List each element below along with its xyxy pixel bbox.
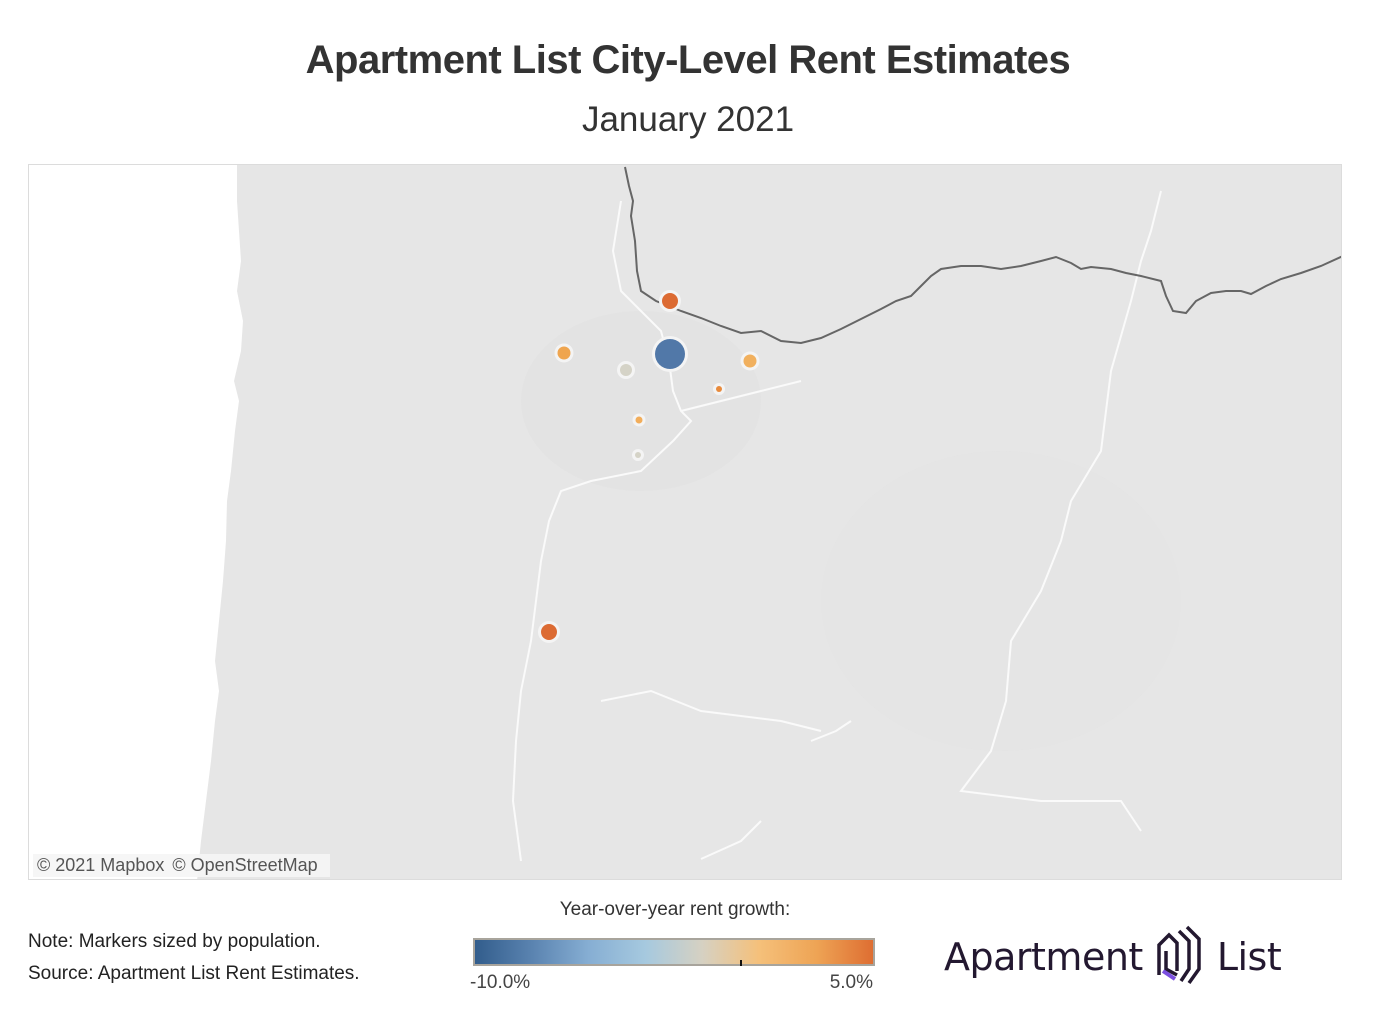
city-marker[interactable] bbox=[557, 346, 571, 360]
apartment-list-logo: Apartment List bbox=[944, 922, 1282, 992]
city-marker[interactable] bbox=[655, 339, 685, 369]
city-marker[interactable] bbox=[662, 293, 678, 309]
city-marker[interactable] bbox=[743, 354, 757, 368]
color-legend-bar bbox=[473, 938, 875, 966]
mapbox-attribution[interactable]: © 2021 Mapbox bbox=[37, 855, 165, 875]
map-attribution[interactable]: © 2021 Mapbox © OpenStreetMap bbox=[33, 854, 330, 877]
footer-notes: Note: Markers sized by population. Sourc… bbox=[28, 926, 360, 990]
city-marker[interactable] bbox=[635, 452, 641, 458]
state-border bbox=[624, 166, 1341, 345]
markers-layer bbox=[538, 290, 760, 643]
city-marker[interactable] bbox=[716, 386, 722, 392]
city-marker[interactable] bbox=[635, 416, 643, 424]
rivers bbox=[511, 190, 1162, 862]
osm-attribution[interactable]: © OpenStreetMap bbox=[172, 855, 318, 875]
page-title: Apartment List City-Level Rent Estimates bbox=[305, 38, 1071, 82]
note-text: Note: Markers sized by population. bbox=[28, 931, 321, 952]
city-marker[interactable] bbox=[541, 624, 557, 640]
page-subtitle: January 2021 bbox=[581, 100, 795, 139]
legend-max-label: 5.0% bbox=[829, 972, 873, 993]
map-canvas bbox=[197, 165, 1341, 879]
legend-min-label: -10.0% bbox=[470, 972, 531, 993]
legend-title: Year-over-year rent growth: bbox=[559, 899, 791, 920]
legend-zero-tick bbox=[740, 960, 742, 966]
city-marker[interactable] bbox=[620, 364, 632, 376]
logo-text-right: List bbox=[1216, 935, 1282, 979]
map-view[interactable]: © 2021 Mapbox © OpenStreetMap bbox=[28, 164, 1342, 880]
source-text: Source: Apartment List Rent Estimates. bbox=[28, 963, 360, 984]
logo-text-left: Apartment bbox=[944, 935, 1143, 979]
house-logo-icon bbox=[1155, 925, 1209, 990]
